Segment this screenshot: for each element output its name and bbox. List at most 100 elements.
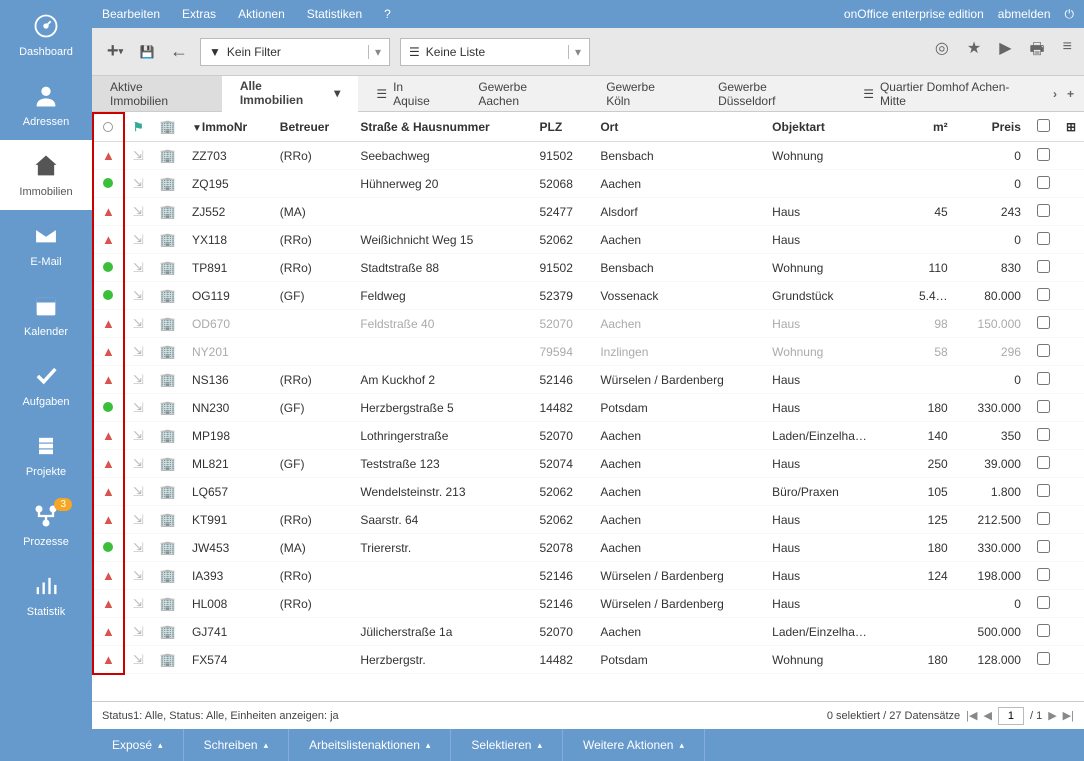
- tabs-scroll-right[interactable]: ›: [1053, 87, 1057, 101]
- sidebar-item-immobilien[interactable]: Immobilien: [0, 140, 92, 210]
- row-checkbox[interactable]: [1037, 540, 1050, 553]
- action-weitere[interactable]: Weitere Aktionen▴: [563, 729, 705, 761]
- table-row[interactable]: ⇲🏢ZQ195Hühnerweg 2052068Aachen0: [93, 170, 1084, 198]
- row-checkbox[interactable]: [1037, 428, 1050, 441]
- col-betreuer[interactable]: Betreuer: [272, 113, 353, 142]
- tab-gewerbe-duesseldorf[interactable]: Gewerbe Düsseldorf: [700, 76, 845, 111]
- sidebar-item-dashboard[interactable]: Dashboard: [0, 0, 92, 70]
- menu-help[interactable]: ?: [384, 7, 391, 21]
- table-row[interactable]: ▲⇲🏢LQ657Wendelsteinstr. 21352062AachenBü…: [93, 478, 1084, 506]
- menu-icon[interactable]: ≡: [1063, 38, 1072, 65]
- tab-gewerbe-koeln[interactable]: Gewerbe Köln: [588, 76, 700, 111]
- row-checkbox[interactable]: [1037, 288, 1050, 301]
- pin-icon[interactable]: ⇲: [133, 288, 144, 303]
- pin-icon[interactable]: ⇲: [133, 512, 144, 527]
- action-selektieren[interactable]: Selektieren▴: [451, 729, 563, 761]
- pin-icon[interactable]: ⇲: [133, 260, 144, 275]
- tab-quartier-domhof[interactable]: ☰Quartier Domhof Achen-Mitte: [845, 76, 1053, 111]
- col-check[interactable]: [1029, 113, 1058, 142]
- print-icon[interactable]: 🖶: [1030, 38, 1045, 65]
- pin-icon[interactable]: ⇲: [133, 400, 144, 415]
- target-icon[interactable]: ◎: [935, 38, 949, 65]
- row-checkbox[interactable]: [1037, 512, 1050, 525]
- pin-icon[interactable]: ⇲: [133, 484, 144, 499]
- save-button[interactable]: 💾: [136, 41, 158, 63]
- table-row[interactable]: ▲⇲🏢NY20179594InzlingenWohnung58296: [93, 338, 1084, 366]
- menu-bearbeiten[interactable]: Bearbeiten: [102, 7, 160, 21]
- row-checkbox[interactable]: [1037, 344, 1050, 357]
- col-ort[interactable]: Ort: [592, 113, 764, 142]
- row-checkbox[interactable]: [1037, 232, 1050, 245]
- page-last[interactable]: ▶|: [1063, 709, 1074, 722]
- table-row[interactable]: ▲⇲🏢ZZ703(RRo)Seebachweg91502BensbachWohn…: [93, 142, 1084, 170]
- page-input[interactable]: [998, 707, 1024, 725]
- col-objektart[interactable]: Objektart: [764, 113, 900, 142]
- col-pin[interactable]: ⚑: [124, 113, 152, 142]
- col-type[interactable]: 🏢: [152, 113, 184, 142]
- table-row[interactable]: ▲⇲🏢NS136(RRo)Am Kuckhof 252146Würselen /…: [93, 366, 1084, 394]
- pin-icon[interactable]: ⇲: [133, 428, 144, 443]
- tab-in-aquise[interactable]: ☰In Aquise: [358, 76, 460, 111]
- table-row[interactable]: ▲⇲🏢FX574Herzbergstr.14482PotsdamWohnung1…: [93, 646, 1084, 674]
- col-strasse[interactable]: Straße & Hausnummer: [352, 113, 531, 142]
- col-plz[interactable]: PLZ: [532, 113, 593, 142]
- sidebar-item-adressen[interactable]: Adressen: [0, 70, 92, 140]
- pin-icon[interactable]: ⇲: [133, 540, 144, 555]
- table-row[interactable]: ▲⇲🏢ML821(GF)Teststraße 12352074AachenHau…: [93, 450, 1084, 478]
- row-checkbox[interactable]: [1037, 372, 1050, 385]
- col-settings[interactable]: ⊞: [1058, 113, 1084, 142]
- action-schreiben[interactable]: Schreiben▴: [184, 729, 290, 761]
- sidebar-item-email[interactable]: E-Mail: [0, 210, 92, 280]
- tab-alle-immobilien[interactable]: Alle Immobilien ▾: [222, 76, 359, 112]
- col-m2[interactable]: m²: [901, 113, 956, 142]
- row-checkbox[interactable]: [1037, 316, 1050, 329]
- table-row[interactable]: ▲⇲🏢ZJ552(MA)52477AlsdorfHaus45243: [93, 198, 1084, 226]
- pin-icon[interactable]: ⇲: [133, 652, 144, 667]
- table-row[interactable]: ▲⇲🏢IA393(RRo)52146Würselen / BardenbergH…: [93, 562, 1084, 590]
- table-row[interactable]: ▲⇲🏢YX118(RRo)Weißichnicht Weg 1552062Aac…: [93, 226, 1084, 254]
- row-checkbox[interactable]: [1037, 260, 1050, 273]
- page-next[interactable]: ▶: [1048, 709, 1056, 722]
- action-arbeitslisten[interactable]: Arbeitslistenaktionen▴: [289, 729, 451, 761]
- row-checkbox[interactable]: [1037, 400, 1050, 413]
- pin-icon[interactable]: ⇲: [133, 624, 144, 639]
- select-all-checkbox[interactable]: [1037, 119, 1050, 132]
- menu-statistiken[interactable]: Statistiken: [307, 7, 362, 21]
- menu-extras[interactable]: Extras: [182, 7, 216, 21]
- row-checkbox[interactable]: [1037, 596, 1050, 609]
- col-immonr[interactable]: ▼ImmoNr: [184, 113, 272, 142]
- col-status[interactable]: [93, 113, 124, 142]
- sidebar-item-kalender[interactable]: Kalender: [0, 280, 92, 350]
- pin-icon[interactable]: ⇲: [133, 232, 144, 247]
- action-expose[interactable]: Exposé▴: [92, 729, 184, 761]
- table-row[interactable]: ⇲🏢JW453(MA)Triererstr.52078AachenHaus180…: [93, 534, 1084, 562]
- back-button[interactable]: ←: [168, 41, 190, 63]
- col-preis[interactable]: Preis: [956, 113, 1029, 142]
- tabs-add[interactable]: +: [1067, 87, 1074, 101]
- pin-icon[interactable]: ⇲: [133, 372, 144, 387]
- table-row[interactable]: ⇲🏢NN230(GF)Herzbergstraße 514482PotsdamH…: [93, 394, 1084, 422]
- sidebar-item-projekte[interactable]: Projekte: [0, 420, 92, 490]
- pin-icon[interactable]: ⇲: [133, 568, 144, 583]
- add-button[interactable]: +▾: [104, 41, 126, 63]
- page-first[interactable]: |◀: [966, 709, 977, 722]
- pin-icon[interactable]: ⇲: [133, 316, 144, 331]
- row-checkbox[interactable]: [1037, 624, 1050, 637]
- sidebar-item-aufgaben[interactable]: Aufgaben: [0, 350, 92, 420]
- pin-icon[interactable]: ⇲: [133, 176, 144, 191]
- pin-icon[interactable]: ⇲: [133, 596, 144, 611]
- table-row[interactable]: ▲⇲🏢OD670Feldstraße 4052070AachenHaus9815…: [93, 310, 1084, 338]
- play-icon[interactable]: ▶: [999, 38, 1011, 65]
- table-row[interactable]: ▲⇲🏢HL008(RRo)52146Würselen / BardenbergH…: [93, 590, 1084, 618]
- table-row[interactable]: ▲⇲🏢MP198Lothringerstraße52070AachenLaden…: [93, 422, 1084, 450]
- menu-aktionen[interactable]: Aktionen: [238, 7, 285, 21]
- logout-link[interactable]: abmelden: [998, 7, 1051, 21]
- star-icon[interactable]: ★: [967, 38, 981, 65]
- row-checkbox[interactable]: [1037, 176, 1050, 189]
- filter-select[interactable]: ▼ Kein Filter ▾: [200, 38, 390, 66]
- row-checkbox[interactable]: [1037, 456, 1050, 469]
- sidebar-item-prozesse[interactable]: 3 Prozesse: [0, 490, 92, 560]
- pin-icon[interactable]: ⇲: [133, 456, 144, 471]
- power-icon[interactable]: ⏻: [1065, 7, 1075, 22]
- row-checkbox[interactable]: [1037, 484, 1050, 497]
